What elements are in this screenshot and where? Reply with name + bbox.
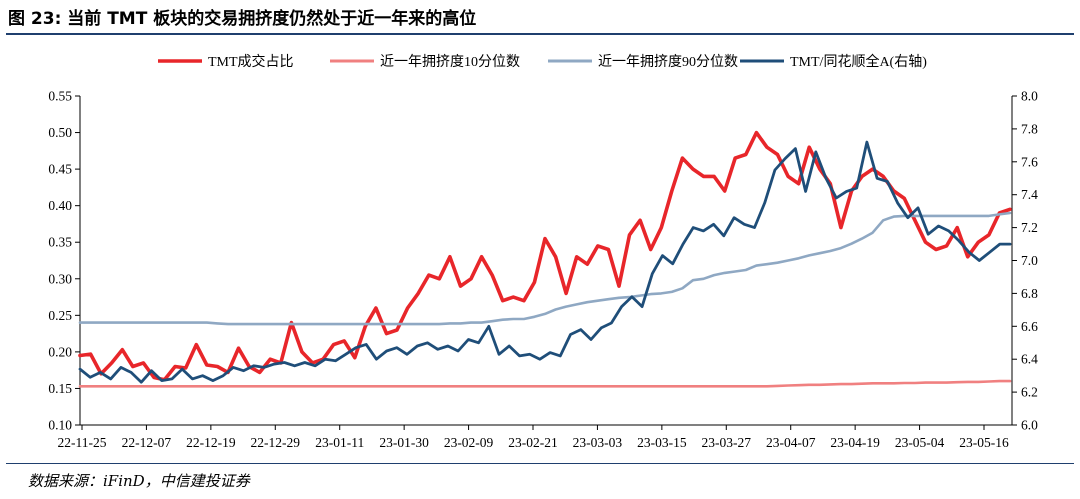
series-line <box>78 211 1012 326</box>
x-tick-label: 23-03-03 <box>573 435 623 450</box>
y-right-tick-label: 7.0 <box>1021 253 1038 268</box>
y-right-tick-label: 6.4 <box>1021 352 1038 367</box>
y-right-tick-label: 7.2 <box>1021 220 1038 235</box>
y-left-tick-label: 0.45 <box>48 162 72 177</box>
x-tick-label: 23-04-07 <box>766 435 816 450</box>
x-tick-label: 23-05-16 <box>959 435 1009 450</box>
source-divider <box>6 463 1074 464</box>
x-tick-label: 23-03-15 <box>637 435 687 450</box>
y-right-tick-label: 7.8 <box>1021 121 1038 136</box>
series-line <box>78 140 1012 384</box>
x-tick-label: 23-05-04 <box>895 435 945 450</box>
y-left-tick-label: 0.25 <box>48 308 72 323</box>
y-left-tick-label: 0.10 <box>48 418 72 433</box>
series-line <box>78 379 1012 388</box>
series-lines <box>78 130 1012 388</box>
x-tick-label: 22-12-29 <box>251 435 301 450</box>
y-right-tick-label: 7.4 <box>1021 187 1038 202</box>
y-left-tick-label: 0.35 <box>48 235 72 250</box>
x-tick-label: 23-02-21 <box>508 435 558 450</box>
y-left-tick-label: 0.50 <box>48 125 72 140</box>
series-line <box>78 130 1012 382</box>
x-tick-label: 23-01-11 <box>315 435 364 450</box>
x-tick-label: 23-03-27 <box>702 435 752 450</box>
x-tick-label: 23-04-19 <box>830 435 880 450</box>
y-left-tick-label: 0.15 <box>48 381 72 396</box>
legend-label: 近一年拥挤度10分位数 <box>380 54 520 70</box>
x-tick-label: 22-11-25 <box>58 435 107 450</box>
y-left-tick-label: 0.30 <box>48 271 72 286</box>
data-source: 数据来源：iFinD，中信建投证券 <box>28 472 250 490</box>
legend: TMT成交占比 近一年拥挤度10分位数 近一年拥挤度90分位数 TMT/同花顺全A(右… <box>158 53 927 70</box>
y-right-tick-label: 6.0 <box>1021 418 1038 433</box>
x-tick-label: 23-01-30 <box>379 435 429 450</box>
y-right-tick-label: 6.8 <box>1021 286 1038 301</box>
y-left-tick-label: 0.40 <box>48 198 72 213</box>
axes: 0.10 0.15 0.20 0.25 0.30 0.35 0.40 0.45 0.50 0.55… <box>48 89 1038 451</box>
x-tick-label: 23-02-09 <box>444 435 494 450</box>
title-divider <box>6 33 1074 35</box>
y-right-tick-label: 7.6 <box>1021 154 1038 169</box>
x-tick-label: 22-12-07 <box>122 435 172 450</box>
legend-label: TMT成交占比 <box>208 53 294 70</box>
y-left-tick-label: 0.20 <box>48 344 72 359</box>
chart-title: 图 23: 当前 TMT 板块的交易拥挤度仍然处于近一年来的高位 <box>8 9 477 29</box>
y-left-tick-label: 0.55 <box>48 89 72 104</box>
x-tick-label: 22-12-19 <box>186 435 236 450</box>
y-right-tick-label: 8.0 <box>1021 89 1038 104</box>
y-right-tick-label: 6.6 <box>1021 319 1038 334</box>
legend-label: 近一年拥挤度90分位数 <box>598 54 738 70</box>
legend-label: TMT/同花顺全A(右轴) <box>790 53 927 70</box>
y-right-tick-label: 6.2 <box>1021 385 1038 400</box>
